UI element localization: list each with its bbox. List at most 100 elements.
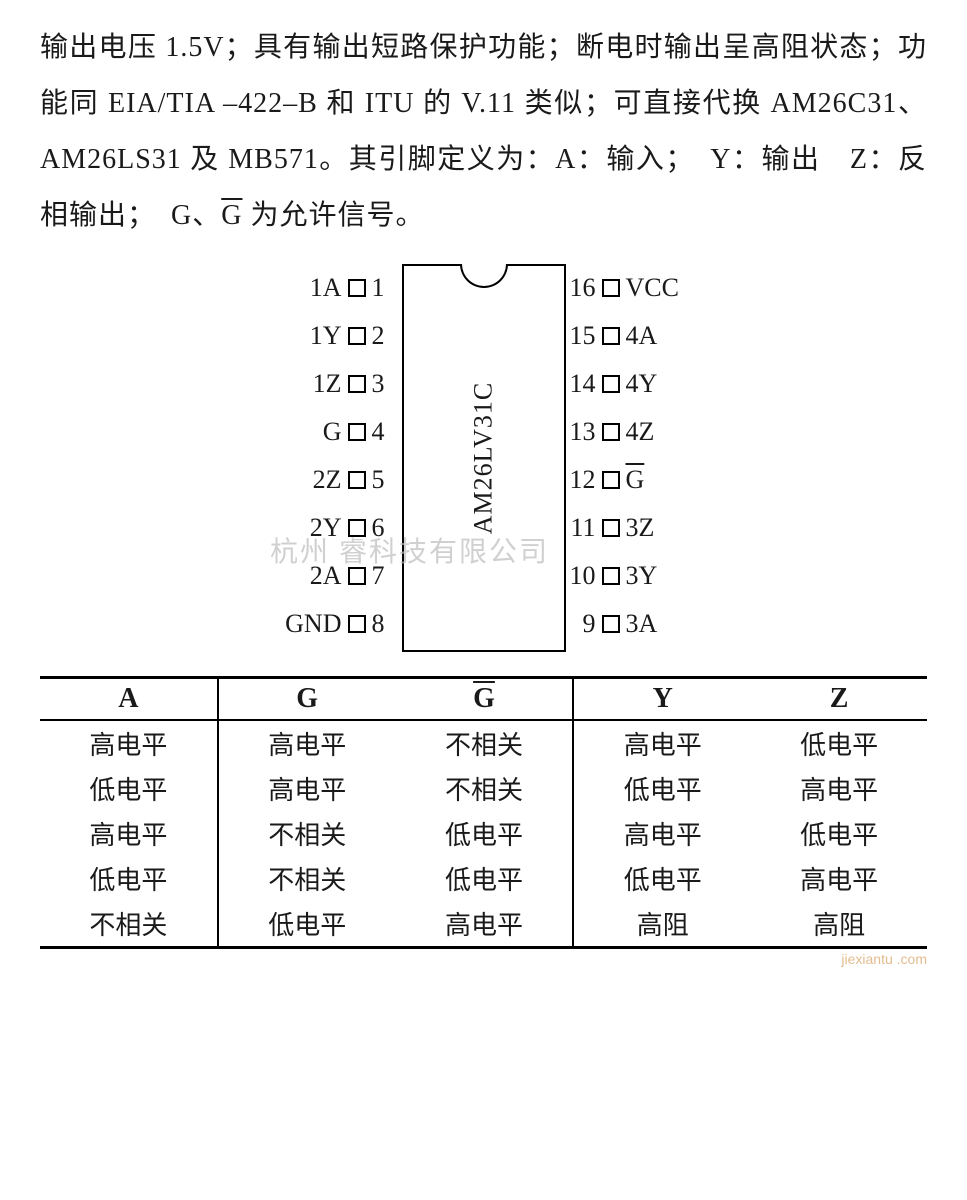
table-row: 高电平高电平不相关高电平低电平 xyxy=(40,720,927,766)
table-cell: 低电平 xyxy=(396,811,574,856)
document-page: 输出电压 1.5V；具有输出短路保护功能；断电时输出呈高阻状态；功能同 EIA/… xyxy=(0,0,967,977)
table-row: 低电平不相关低电平低电平高电平 xyxy=(40,856,927,901)
table-header-cell: G xyxy=(218,678,396,721)
table-row: 不相关低电平高电平高阻高阻 xyxy=(40,901,927,948)
pin-connector-icon xyxy=(348,615,366,633)
chip-pin-row: 11 3Z xyxy=(566,504,706,552)
table-cell: 不相关 xyxy=(218,811,396,856)
pin-number: 2 xyxy=(366,321,402,351)
chip-pin-row: 2Z 5 xyxy=(262,456,402,504)
pin-label: G xyxy=(620,465,706,495)
table-cell: 高电平 xyxy=(40,811,218,856)
pin-label: 4Z xyxy=(620,417,706,447)
table-cell: 低电平 xyxy=(751,720,927,766)
pin-label: 1Y xyxy=(262,321,348,351)
table-cell: 高电平 xyxy=(751,856,927,901)
chip-pin-row: 16 VCC xyxy=(566,264,706,312)
chip-part-number: AM26LV31C xyxy=(468,382,498,535)
table-header-cell: G xyxy=(396,678,574,721)
pin-connector-icon xyxy=(602,615,620,633)
chip-pin-row: 1A 1 xyxy=(262,264,402,312)
table-cell: 低电平 xyxy=(751,811,927,856)
pin-connector-icon xyxy=(348,423,366,441)
pin-number: 5 xyxy=(366,465,402,495)
chip-pin-row: 1Y 2 xyxy=(262,312,402,360)
chip-pin-row: 9 3A xyxy=(566,600,706,648)
table-cell: 不相关 xyxy=(396,720,574,766)
pin-label: 1Z xyxy=(262,369,348,399)
chip-pinout-diagram: 1A11Y21Z3G42Z52Y62A7GND8 AM26LV31C 16VCC… xyxy=(40,264,927,652)
pin-number: 16 xyxy=(566,273,602,303)
table-cell: 低电平 xyxy=(40,766,218,811)
pin-label: VCC xyxy=(620,273,706,303)
chip-pin-row: 12 G xyxy=(566,456,706,504)
pin-number: 11 xyxy=(566,513,602,543)
truth-table: AGGYZ 高电平高电平不相关高电平低电平低电平高电平不相关低电平高电平高电平不… xyxy=(40,676,927,949)
pin-label: 3Y xyxy=(620,561,706,591)
chip-pin-row: 14 4Y xyxy=(566,360,706,408)
table-header-cell: Y xyxy=(573,678,751,721)
chip-pin-row: 10 3Y xyxy=(566,552,706,600)
pin-number: 4 xyxy=(366,417,402,447)
table-header-cell: Z xyxy=(751,678,927,721)
table-cell: 不相关 xyxy=(396,766,574,811)
chip-pin-row: G4 xyxy=(262,408,402,456)
table-cell: 低电平 xyxy=(40,856,218,901)
pin-number: 14 xyxy=(566,369,602,399)
chip-pin-row: 13 4Z xyxy=(566,408,706,456)
pin-number: 15 xyxy=(566,321,602,351)
description-tail: 为允许信号。 xyxy=(242,200,424,231)
pin-number: 13 xyxy=(566,417,602,447)
pin-number: 8 xyxy=(366,609,402,639)
pin-connector-icon xyxy=(348,327,366,345)
pin-number: 1 xyxy=(366,273,402,303)
pin-connector-icon xyxy=(602,471,620,489)
table-header-cell: A xyxy=(40,678,218,721)
pin-connector-icon xyxy=(602,567,620,585)
truth-table-header: AGGYZ xyxy=(40,678,927,721)
pin-label: 2Y xyxy=(262,513,348,543)
pin-number: 7 xyxy=(366,561,402,591)
table-cell: 低电平 xyxy=(218,901,396,948)
truth-table-body: 高电平高电平不相关高电平低电平低电平高电平不相关低电平高电平高电平不相关低电平高… xyxy=(40,720,927,948)
chip-left-pins: 1A11Y21Z3G42Z52Y62A7GND8 xyxy=(262,264,402,652)
pin-number: 10 xyxy=(566,561,602,591)
pin-label: 4Y xyxy=(620,369,706,399)
description-text: 输出电压 1.5V；具有输出短路保护功能；断电时输出呈高阻状态；功能同 EIA/… xyxy=(40,32,927,231)
pin-number: 6 xyxy=(366,513,402,543)
chip-pin-row: 2Y 6 xyxy=(262,504,402,552)
table-cell: 不相关 xyxy=(40,901,218,948)
pin-label: 1A xyxy=(262,273,348,303)
pin-number: 3 xyxy=(366,369,402,399)
pin-connector-icon xyxy=(602,327,620,345)
pin-label: 3A xyxy=(620,609,706,639)
table-cell: 低电平 xyxy=(573,856,751,901)
pin-connector-icon xyxy=(348,567,366,585)
chip-pin-row: GND8 xyxy=(262,600,402,648)
pin-label: 3Z xyxy=(620,513,706,543)
table-cell: 高阻 xyxy=(751,901,927,948)
table-row: 高电平不相关低电平高电平低电平 xyxy=(40,811,927,856)
table-cell: 高电平 xyxy=(218,720,396,766)
pin-connector-icon xyxy=(602,375,620,393)
table-row: 低电平高电平不相关低电平高电平 xyxy=(40,766,927,811)
pin-label: 2Z xyxy=(262,465,348,495)
pin-connector-icon xyxy=(348,375,366,393)
chip-notch-icon xyxy=(460,264,508,288)
table-cell: 高电平 xyxy=(573,720,751,766)
table-cell: 不相关 xyxy=(218,856,396,901)
pin-label: G xyxy=(262,417,348,447)
table-cell: 高电平 xyxy=(218,766,396,811)
chip-right-pins: 16 VCC 15 4A 14 4Y 13 4Z 12 G 11 3Z 10 3Y 9 3A xyxy=(566,264,706,652)
pin-connector-icon xyxy=(602,423,620,441)
table-cell: 高电平 xyxy=(396,901,574,948)
footer-watermark: jiexiantu .com xyxy=(40,951,927,967)
pin-number: 12 xyxy=(566,465,602,495)
chip-body: AM26LV31C xyxy=(402,264,566,652)
chip-pin-row: 1Z 3 xyxy=(262,360,402,408)
pin-number: 9 xyxy=(566,609,602,639)
chip-pin-row: 2A7 xyxy=(262,552,402,600)
description-paragraph: 输出电压 1.5V；具有输出短路保护功能；断电时输出呈高阻状态；功能同 EIA/… xyxy=(40,20,927,244)
table-cell: 高阻 xyxy=(573,901,751,948)
pin-label: 4A xyxy=(620,321,706,351)
